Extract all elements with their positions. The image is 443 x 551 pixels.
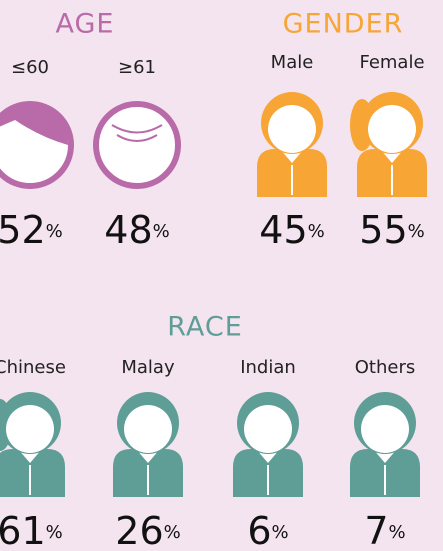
item-label: Female bbox=[359, 52, 424, 73]
section: RACE Chinese 61% Malay 26% Indian 6% Others 7% bbox=[0, 312, 420, 551]
value-unit: % bbox=[46, 522, 63, 543]
value-unit: % bbox=[308, 221, 325, 242]
value-number: 48 bbox=[104, 208, 152, 252]
value-number: 52 bbox=[0, 208, 46, 252]
icon bbox=[113, 392, 183, 497]
face bbox=[6, 405, 54, 453]
icon bbox=[350, 92, 427, 197]
section-title: RACE bbox=[167, 312, 243, 343]
icon bbox=[0, 392, 65, 497]
hair bbox=[0, 104, 68, 145]
item-label: ≥61 bbox=[118, 57, 156, 78]
hair-line bbox=[116, 134, 158, 142]
face bbox=[368, 105, 416, 153]
item-value: 26% bbox=[115, 509, 180, 551]
item-label: Malay bbox=[121, 357, 175, 378]
icon bbox=[233, 392, 303, 497]
face bbox=[244, 405, 292, 453]
face bbox=[268, 105, 316, 153]
value-number: 55 bbox=[359, 208, 407, 252]
value-number: 45 bbox=[259, 208, 307, 252]
item-label: Male bbox=[271, 52, 314, 73]
value-number: 61 bbox=[0, 509, 46, 551]
icon bbox=[257, 92, 327, 197]
item-value: 52% bbox=[0, 208, 63, 252]
face bbox=[124, 405, 172, 453]
body bbox=[0, 449, 65, 497]
value-unit: % bbox=[389, 522, 406, 543]
face bbox=[361, 405, 409, 453]
value-unit: % bbox=[272, 522, 289, 543]
item-value: 48% bbox=[104, 208, 169, 252]
value-number: 26 bbox=[115, 509, 163, 551]
value-number: 7 bbox=[364, 509, 388, 551]
head-ring bbox=[93, 101, 181, 189]
item-label: Indian bbox=[240, 357, 296, 378]
item-value: 61% bbox=[0, 509, 63, 551]
ponytail bbox=[350, 99, 374, 151]
section-title: GENDER bbox=[283, 9, 404, 40]
icon bbox=[350, 392, 420, 497]
hair-line bbox=[111, 124, 163, 134]
value-unit: % bbox=[408, 221, 425, 242]
item-label: Chinese bbox=[0, 357, 66, 378]
item-value: 45% bbox=[259, 208, 324, 252]
value-unit: % bbox=[164, 522, 181, 543]
section: AGE ≤60 52% ≥61 48% bbox=[0, 9, 181, 252]
value-number: 6 bbox=[247, 509, 271, 551]
item-label: Others bbox=[355, 357, 416, 378]
value-unit: % bbox=[46, 221, 63, 242]
section: GENDER Male 45% Female 55% bbox=[257, 9, 427, 252]
value-unit: % bbox=[153, 221, 170, 242]
icon bbox=[0, 101, 74, 189]
icon bbox=[93, 101, 181, 189]
section-title: AGE bbox=[56, 9, 115, 40]
item-value: 6% bbox=[247, 509, 288, 551]
item-value: 7% bbox=[364, 509, 405, 551]
item-label: ≤60 bbox=[11, 57, 49, 78]
item-value: 55% bbox=[359, 208, 424, 252]
